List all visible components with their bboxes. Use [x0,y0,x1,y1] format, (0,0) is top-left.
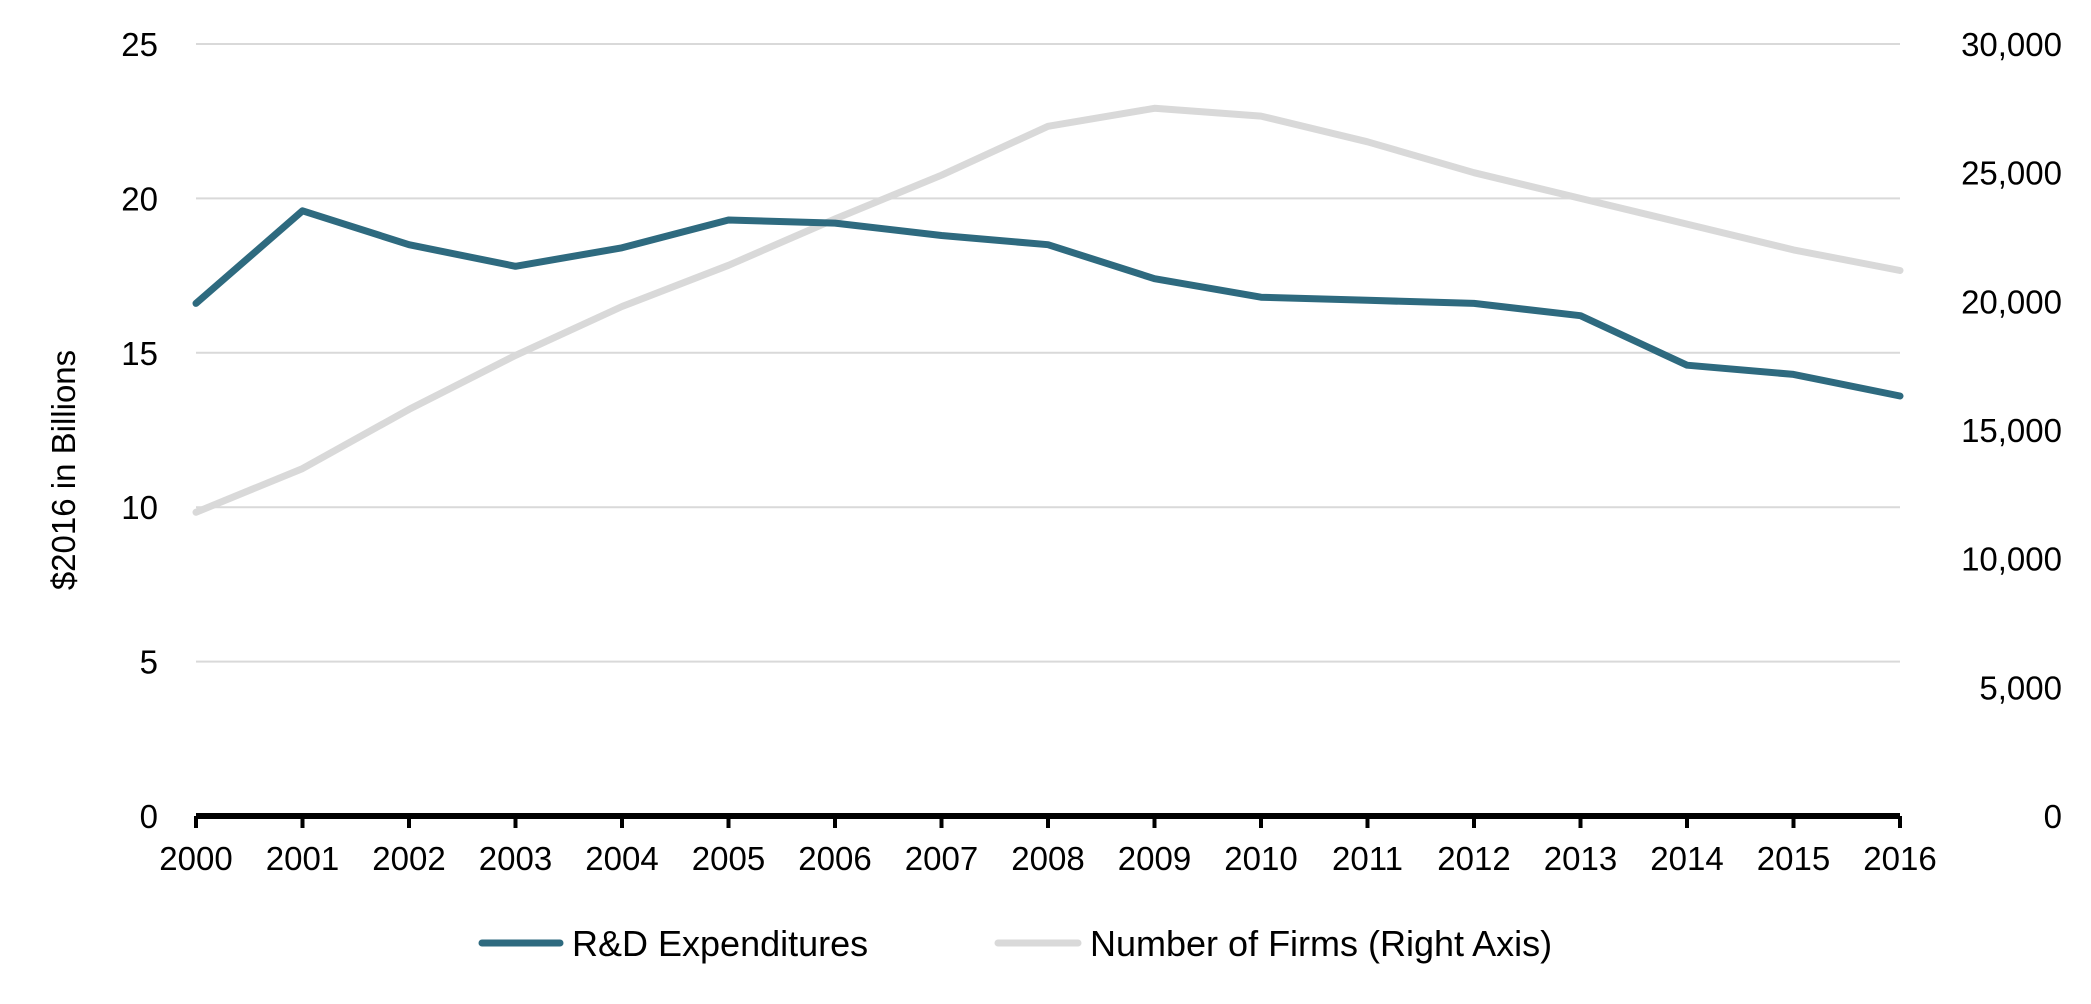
x-tick-label: 2004 [585,840,658,877]
legend: R&D Expenditures Number of Firms (Right A… [478,923,1552,964]
x-tick-label: 2007 [905,840,978,877]
x-tick-label: 2008 [1011,840,1084,877]
y-axis-title: $2016 in Billions [45,350,82,590]
series-line-number-of-firms-right-axis [192,104,1904,516]
y-tick-label: 20 [121,180,158,217]
legend-label-number-of-firms-right-axis: Number of Firms (Right Axis) [1090,923,1552,964]
x-tick-label: 2015 [1757,840,1830,877]
x-tick-label: 2016 [1863,840,1936,877]
y-axis-right: 0 5,000 10,000 15,000 20,000 25,000 30,000 [1961,26,2062,835]
series-lines [192,104,1904,516]
y-tick-label: 15 [121,335,158,372]
x-tick-label: 2009 [1118,840,1191,877]
x-tick-label: 2014 [1650,840,1723,877]
y-axis-left: 0 5 10 15 20 25 [121,26,158,835]
y-tick-label: 0 [140,798,158,835]
y2-tick-label: 10,000 [1961,541,2062,578]
y2-tick-label: 25,000 [1961,155,2062,192]
x-tick-label: 2010 [1224,840,1297,877]
x-tick-label: 2005 [692,840,765,877]
y-tick-label: 5 [140,644,158,681]
x-tick-label: 2002 [372,840,445,877]
gridlines [196,43,1900,663]
y2-tick-label: 30,000 [1961,26,2062,63]
x-tick-label: 2011 [1332,840,1403,877]
x-tick-label: 2003 [479,840,552,877]
x-tick-label: 2006 [798,840,871,877]
legend-label-r-d-expenditures: R&D Expenditures [572,923,868,964]
y2-tick-label: 0 [2044,798,2062,835]
series-line-r-d-expenditures [192,207,1904,400]
x-tick-label: 2001 [266,840,339,877]
x-axis: 2000 2001 2002 2003 2004 2005 2006 2007 2008 2009… [159,816,1937,877]
y-tick-label: 10 [121,489,158,526]
y2-tick-label: 15,000 [1961,412,2062,449]
x-tick-label: 2012 [1437,840,1510,877]
y2-tick-label: 5,000 [1979,669,2062,706]
y2-tick-label: 20,000 [1961,283,2062,320]
x-tick-label: 2000 [159,840,232,877]
x-tick-label: 2013 [1544,840,1617,877]
y-tick-label: 25 [121,26,158,63]
